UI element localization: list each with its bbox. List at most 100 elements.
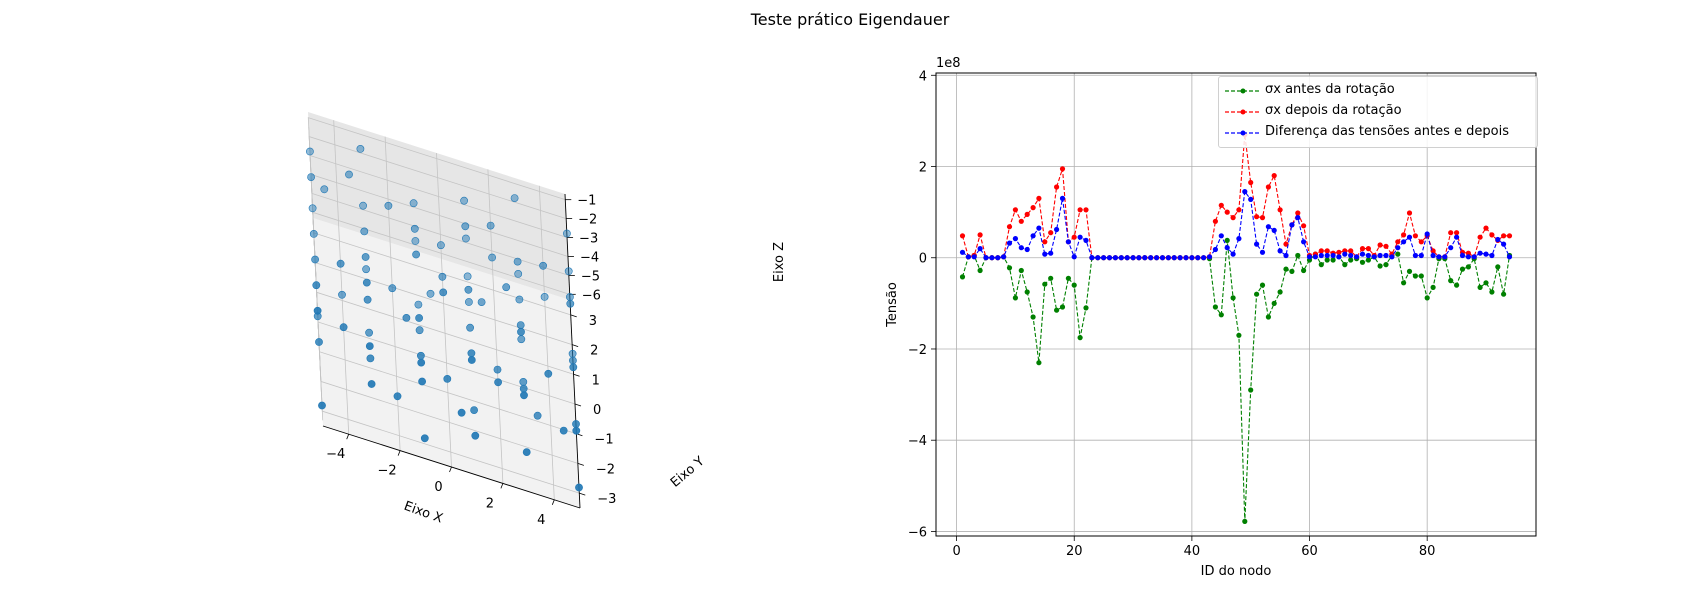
series-0-point — [1042, 281, 1048, 287]
series-2-point — [1495, 236, 1501, 243]
series-1-point — [1348, 248, 1354, 254]
scatter-point — [461, 222, 470, 231]
series-2-point — [1477, 250, 1483, 256]
series-0-point — [1495, 264, 1501, 270]
series-2-point — [1330, 252, 1336, 259]
scatter-point — [411, 237, 420, 245]
series-2-point — [1124, 255, 1130, 261]
series-0-point — [1459, 266, 1466, 272]
scatter-point — [393, 392, 402, 401]
series-2-point — [1436, 254, 1442, 260]
series-0-point — [1024, 289, 1030, 295]
series-2-point — [1424, 231, 1430, 237]
scatter-point — [539, 261, 547, 270]
series-2-point — [1071, 254, 1077, 260]
scatter-point — [318, 401, 326, 410]
scatter-point — [402, 313, 411, 322]
legend-label-series-1: σx depois da rotação — [1265, 103, 1402, 118]
series-2-point — [1171, 255, 1177, 261]
series-1-point — [1301, 223, 1307, 229]
series-1-point — [1012, 207, 1019, 213]
scatter-point — [460, 196, 468, 205]
scatter-point — [572, 426, 581, 435]
scatter-point — [307, 173, 315, 181]
scatter-point — [359, 201, 367, 210]
scatter-point — [339, 323, 348, 332]
y-tick-label: −2 — [596, 462, 615, 477]
y-axis-label: Tensão — [885, 282, 900, 328]
series-0-point — [1324, 257, 1330, 263]
series-1-point — [1042, 239, 1048, 245]
series-0-point — [1401, 280, 1407, 286]
series-2-point — [995, 255, 1001, 261]
series-0-point — [1218, 312, 1224, 318]
y-tick-label: 0 — [919, 252, 927, 267]
scatter-point — [412, 250, 420, 259]
series-2-point — [1236, 236, 1242, 242]
series-2-point — [1306, 254, 1313, 260]
scatter-point — [464, 285, 473, 294]
scatter-point — [522, 448, 531, 456]
series-2-point — [1254, 241, 1260, 247]
scatter-point — [463, 272, 472, 281]
series-1-point — [1418, 239, 1424, 245]
scatter-point — [486, 221, 495, 230]
series-0-point — [1348, 257, 1354, 263]
series-1-point — [1006, 224, 1013, 230]
legend-label-series-2: Diferença das tensões antes e depois — [1265, 124, 1510, 139]
series-1-point — [977, 232, 983, 238]
series-2-point — [1448, 245, 1454, 251]
series-2-point — [1265, 224, 1271, 230]
x-axis-label: ID do nodo — [1201, 564, 1272, 579]
series-1-point — [1024, 211, 1030, 217]
series-1-point — [1383, 243, 1389, 249]
series-2-point — [1389, 254, 1395, 260]
series-1-point — [1230, 215, 1236, 221]
series-0-point — [1036, 360, 1042, 366]
series-1-point — [1295, 210, 1301, 216]
scatter-point — [493, 365, 502, 374]
series-2-point — [1359, 251, 1366, 257]
scatter-point — [564, 267, 573, 276]
z-tick-label: −2 — [578, 213, 597, 228]
series-2-point — [1212, 246, 1218, 253]
x-tick — [397, 450, 401, 456]
series-0-point — [1254, 291, 1260, 297]
x-tick — [500, 483, 504, 489]
z-tick-label: −5 — [581, 269, 600, 284]
scatter-point — [417, 358, 426, 367]
series-0-point — [1271, 300, 1277, 306]
series-1-point — [1412, 233, 1418, 239]
series-2-point — [1148, 255, 1154, 261]
series-2-point — [1077, 234, 1083, 240]
x-tick — [551, 499, 555, 505]
y-tick — [570, 314, 577, 318]
series-1-point — [1395, 239, 1401, 245]
series-2-point — [1189, 255, 1195, 261]
series-1-point — [1030, 205, 1036, 211]
series-0-point — [977, 267, 983, 274]
series-1-point — [1277, 207, 1283, 213]
series-2-point — [1012, 236, 1019, 242]
series-2-point — [1501, 241, 1507, 247]
scatter-point — [414, 300, 423, 309]
scatter-point — [533, 411, 542, 420]
z-axis-label: Eixo Z — [772, 242, 787, 282]
series-0-point — [1071, 282, 1077, 288]
series-2-point — [1489, 252, 1495, 259]
series-2-point — [1001, 254, 1007, 260]
series-0-point — [1030, 314, 1036, 320]
y-tick-label: 2 — [590, 344, 598, 359]
series-2-point — [1036, 225, 1042, 231]
y-tick — [579, 492, 586, 496]
series-0-point — [1283, 266, 1289, 272]
series-line-0 — [961, 240, 1511, 522]
series-2-point — [989, 255, 995, 261]
series-2-point — [1318, 252, 1324, 259]
scatter-point — [367, 380, 376, 388]
series-1-point — [1401, 232, 1407, 238]
series-2-point — [1289, 222, 1295, 228]
scatter-point — [575, 483, 583, 492]
scatter-point — [309, 229, 318, 238]
